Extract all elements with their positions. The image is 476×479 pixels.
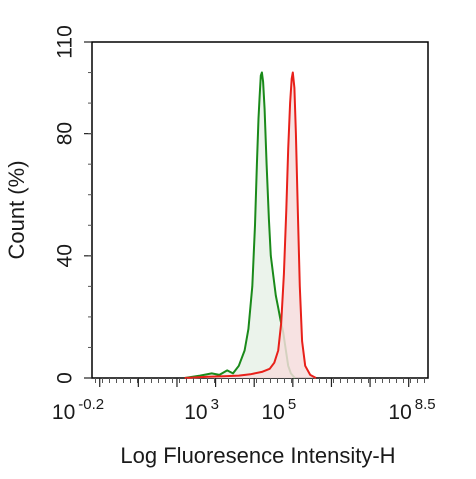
- x-tick-label: 10 3: [184, 396, 219, 424]
- tick-layer: [84, 41, 425, 387]
- y-tick-label: 40: [53, 244, 76, 267]
- y-tick-label: 0: [53, 372, 76, 384]
- y-axis-title: Count (%): [4, 160, 29, 259]
- x-tick-label: 10 -0.2: [52, 396, 104, 424]
- x-tick-label: 10 5: [261, 396, 296, 424]
- x-tick-exponent: 8.5: [415, 396, 436, 413]
- x-axis-title: Log Fluoresence Intensity-H: [120, 443, 395, 468]
- x-tick-label: 10 8.5: [388, 396, 435, 424]
- series-layer: [184, 71, 317, 379]
- x-tick-exponent: 3: [211, 396, 219, 413]
- series-1-fill: [184, 72, 295, 378]
- series-2-line: [184, 71, 317, 379]
- y-tick-label: 110: [53, 25, 76, 58]
- y-tick-label: 80: [53, 122, 76, 145]
- x-tick-exponent: -0.2: [78, 396, 104, 413]
- x-tick-exponent: 5: [288, 396, 296, 413]
